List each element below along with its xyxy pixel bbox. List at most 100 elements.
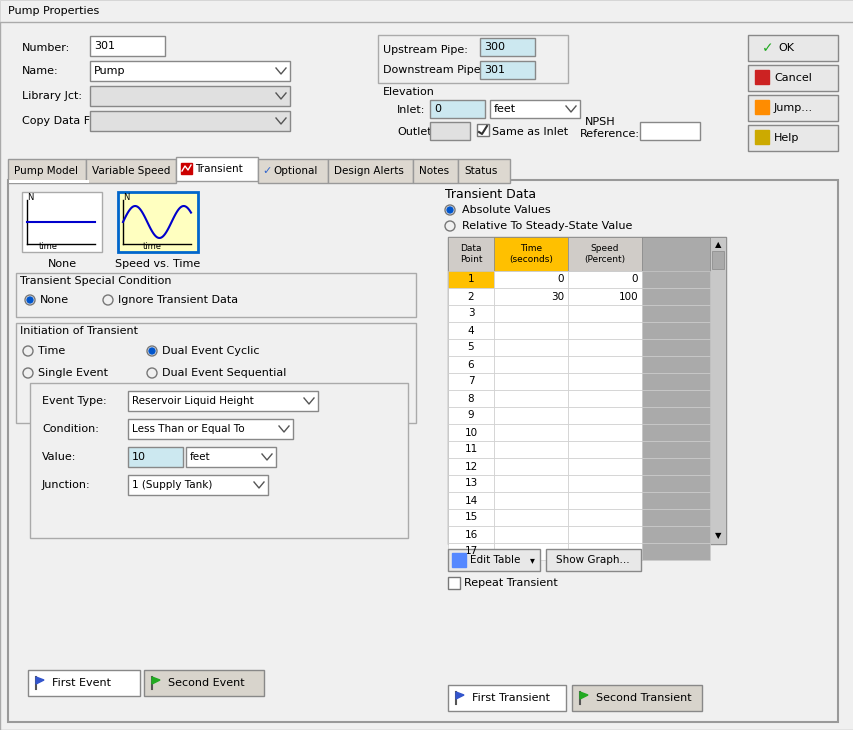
Bar xyxy=(144,670,264,696)
Text: Ignore Transient Data: Ignore Transient Data xyxy=(118,295,238,305)
Bar xyxy=(448,441,493,458)
Text: 301: 301 xyxy=(94,41,115,51)
Bar xyxy=(448,339,493,356)
Bar xyxy=(258,159,328,183)
Bar xyxy=(641,407,709,424)
Bar xyxy=(448,390,493,407)
Bar xyxy=(572,685,701,711)
Bar xyxy=(448,492,493,509)
Text: 1: 1 xyxy=(467,274,473,285)
Bar xyxy=(128,475,268,495)
Text: Cancel: Cancel xyxy=(773,73,811,83)
Text: feet: feet xyxy=(493,104,515,114)
Text: 7: 7 xyxy=(467,377,473,386)
Bar xyxy=(567,543,641,560)
Bar xyxy=(118,192,198,252)
Bar xyxy=(128,447,183,467)
Bar xyxy=(493,441,567,458)
Bar xyxy=(545,549,641,571)
Text: Second Transient: Second Transient xyxy=(595,693,691,703)
Text: Relative To Steady-State Value: Relative To Steady-State Value xyxy=(461,221,631,231)
Text: 10: 10 xyxy=(132,452,146,462)
Text: Reservoir Liquid Height: Reservoir Liquid Height xyxy=(132,396,253,406)
Bar xyxy=(641,458,709,475)
Text: 6: 6 xyxy=(467,359,473,369)
Text: Optional: Optional xyxy=(273,166,317,176)
Text: Data
Point: Data Point xyxy=(459,245,482,264)
Text: Second Event: Second Event xyxy=(168,678,244,688)
Text: Value:: Value: xyxy=(42,452,76,462)
Text: 300: 300 xyxy=(484,42,504,52)
Text: 0: 0 xyxy=(433,104,440,114)
Text: Design Alerts: Design Alerts xyxy=(334,166,403,176)
Bar xyxy=(641,305,709,322)
Bar xyxy=(0,0,853,22)
Text: Dual Event Sequential: Dual Event Sequential xyxy=(162,368,286,378)
Bar xyxy=(641,475,709,492)
Bar xyxy=(567,407,641,424)
Text: None: None xyxy=(40,295,69,305)
Bar xyxy=(567,356,641,373)
Text: 14: 14 xyxy=(464,496,477,505)
Bar xyxy=(641,441,709,458)
Text: Dual Event Cyclic: Dual Event Cyclic xyxy=(162,346,259,356)
Text: Time: Time xyxy=(38,346,65,356)
Text: Speed vs. Time: Speed vs. Time xyxy=(115,259,200,269)
Bar xyxy=(493,492,567,509)
Circle shape xyxy=(446,207,452,213)
Bar xyxy=(451,553,466,567)
Text: Inlet:: Inlet: xyxy=(397,105,425,115)
Bar xyxy=(448,237,493,271)
Bar xyxy=(493,407,567,424)
Bar xyxy=(493,390,567,407)
Text: Junction:: Junction: xyxy=(42,480,90,490)
Bar xyxy=(754,100,768,114)
Text: NPSH: NPSH xyxy=(584,117,615,127)
Text: Downstream Pipe:: Downstream Pipe: xyxy=(382,65,484,75)
Polygon shape xyxy=(36,677,44,684)
Bar xyxy=(448,407,493,424)
Bar xyxy=(413,159,457,183)
Bar xyxy=(641,271,709,288)
Text: 0: 0 xyxy=(630,274,637,285)
Text: 8: 8 xyxy=(467,393,473,404)
Text: 3: 3 xyxy=(467,309,473,318)
Bar xyxy=(641,237,709,271)
Bar xyxy=(493,237,567,271)
Text: 16: 16 xyxy=(464,529,477,539)
Bar xyxy=(567,237,641,271)
Text: 15: 15 xyxy=(464,512,477,523)
Text: 1 (Supply Tank): 1 (Supply Tank) xyxy=(132,480,212,490)
Text: Transient: Transient xyxy=(194,164,242,174)
Bar xyxy=(567,305,641,322)
Text: 4: 4 xyxy=(467,326,473,336)
Bar xyxy=(567,475,641,492)
Bar xyxy=(90,61,290,81)
Bar xyxy=(567,526,641,543)
Bar xyxy=(641,509,709,526)
Text: Elevation: Elevation xyxy=(382,87,434,97)
Text: Jump...: Jump... xyxy=(773,103,812,113)
Bar xyxy=(567,373,641,390)
Bar xyxy=(747,35,837,61)
Text: 100: 100 xyxy=(618,291,637,301)
Bar xyxy=(22,192,102,252)
Text: 9: 9 xyxy=(467,410,473,420)
Bar xyxy=(493,288,567,305)
Text: Less Than or Equal To: Less Than or Equal To xyxy=(132,424,244,434)
Text: N: N xyxy=(27,193,33,202)
Text: Edit Table: Edit Table xyxy=(469,555,519,565)
Text: First Event: First Event xyxy=(52,678,111,688)
Bar xyxy=(493,322,567,339)
Bar xyxy=(567,390,641,407)
Text: ✓: ✓ xyxy=(262,166,271,176)
Bar xyxy=(448,237,725,544)
Bar xyxy=(567,339,641,356)
Bar xyxy=(86,159,176,183)
Bar xyxy=(493,271,567,288)
Bar xyxy=(90,111,290,131)
Text: Notes: Notes xyxy=(419,166,449,176)
Text: Transient Data: Transient Data xyxy=(444,188,536,201)
Text: Speed
(Percent): Speed (Percent) xyxy=(583,245,625,264)
Text: time: time xyxy=(38,242,57,251)
